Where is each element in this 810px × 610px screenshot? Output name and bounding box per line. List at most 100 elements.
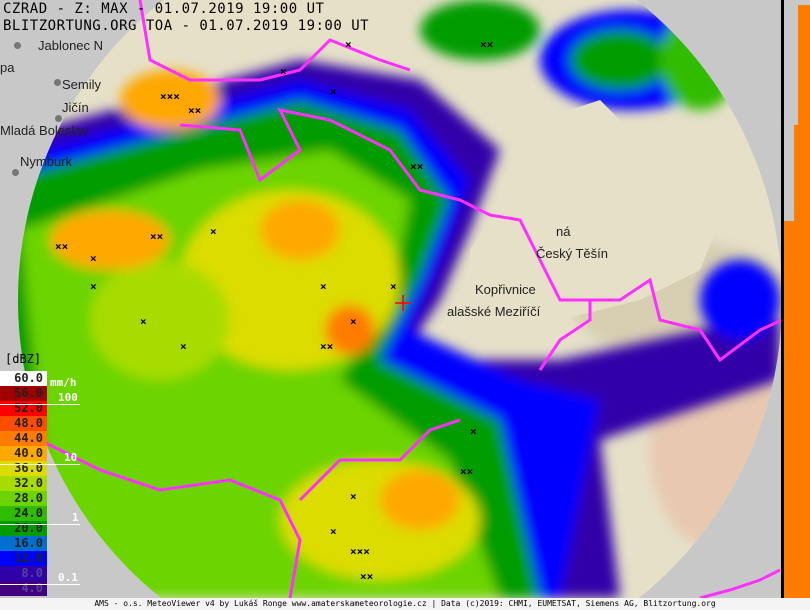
strip-cell <box>784 311 810 317</box>
strip-cell <box>798 89 810 95</box>
strip-cell <box>784 521 810 527</box>
strip-cell <box>784 323 810 329</box>
radar-site-marker <box>395 295 411 311</box>
strip-cell <box>798 77 810 83</box>
strip-cell <box>798 59 810 65</box>
rain-unit: mm/h <box>50 376 77 389</box>
strip-cell <box>784 569 810 575</box>
strip-cell <box>784 371 810 377</box>
legend-row: 28.0 <box>0 491 47 506</box>
legend-row: 24.0 <box>0 506 47 521</box>
svg-text:××: ×× <box>360 570 373 583</box>
legend-row: 40.0 <box>0 446 47 461</box>
svg-text:××: ×× <box>188 104 201 117</box>
svg-text:××: ×× <box>460 465 473 478</box>
strip-cell <box>794 215 810 221</box>
strip-cell <box>784 353 810 359</box>
strip-cell <box>784 503 810 509</box>
strip-cell <box>784 527 810 533</box>
strip-cell <box>784 389 810 395</box>
strip-cell <box>798 29 810 35</box>
legend-value: 40.0 <box>14 446 43 460</box>
strip-cell <box>794 125 810 131</box>
strip-cell <box>784 221 810 227</box>
strip-cell <box>784 539 810 545</box>
strip-cell <box>784 275 810 281</box>
city-label: Semily <box>62 77 102 92</box>
strip-cell <box>784 263 810 269</box>
legend-row: 44.0 <box>0 431 47 446</box>
country-borders <box>39 0 782 598</box>
svg-text:×: × <box>320 280 327 293</box>
strip-cell <box>784 227 810 233</box>
svg-text:×: × <box>350 315 357 328</box>
rain-mark: 10 <box>64 451 78 464</box>
strip-cell <box>798 95 810 101</box>
svg-text:×: × <box>140 315 147 328</box>
strip-cell <box>784 563 810 569</box>
legend-value: 24.0 <box>14 506 43 520</box>
strip-cell <box>794 191 810 197</box>
legend-divider <box>0 404 80 405</box>
city-label: Nymburk <box>20 154 73 169</box>
legend-divider <box>0 464 80 465</box>
strip-cell <box>784 329 810 335</box>
strip-cell <box>784 419 810 425</box>
svg-text:×: × <box>470 425 477 438</box>
strip-cell <box>794 149 810 155</box>
radar-title: CZRAD - Z: MAX - 01.07.2019 19:00 UT <box>3 1 325 17</box>
strip-cell <box>784 497 810 503</box>
strip-cell <box>784 581 810 587</box>
strip-cell <box>784 317 810 323</box>
strip-cell <box>798 71 810 77</box>
strip-cell <box>798 101 810 107</box>
legend-value: 48.0 <box>14 416 43 430</box>
strip-cell <box>784 383 810 389</box>
radar-coverage <box>18 0 782 598</box>
strip-cell <box>784 479 810 485</box>
strip-cell <box>784 335 810 341</box>
strip-cell <box>784 341 810 347</box>
strip-cell <box>784 407 810 413</box>
strip-cell <box>784 305 810 311</box>
svg-text:×: × <box>280 65 287 78</box>
strip-cell <box>784 365 810 371</box>
strip-cell <box>784 455 810 461</box>
svg-text:××: ×× <box>55 240 68 253</box>
radar-map[interactable]: ×××××× ×× ×× ×××××× ×× × ×××× ×××××× ××× ×… <box>0 0 782 598</box>
strip-cell <box>784 461 810 467</box>
city-label: Kopřivnice <box>475 282 536 297</box>
strip-cell <box>798 47 810 53</box>
svg-text:×: × <box>390 280 397 293</box>
strip-cell <box>784 251 810 257</box>
strip-cell <box>784 359 810 365</box>
svg-text:×××: ××× <box>350 545 370 558</box>
legend-row: 60.0 <box>0 371 47 386</box>
svg-text:××: ×× <box>320 340 333 353</box>
strip-cell <box>798 53 810 59</box>
svg-text:×: × <box>90 252 97 265</box>
strip-cell <box>798 5 810 11</box>
strip-cell <box>794 131 810 137</box>
strip-cell <box>794 143 810 149</box>
svg-text:××: ×× <box>480 38 493 51</box>
city-marker <box>14 42 21 49</box>
city-label: Jablonec N <box>38 38 104 53</box>
strip-cell <box>784 239 810 245</box>
strip-cell <box>784 299 810 305</box>
strip-cell <box>784 395 810 401</box>
city-label: Mladá Boleslav <box>0 123 89 138</box>
strip-cell <box>784 287 810 293</box>
strip-cell <box>798 17 810 23</box>
strip-cell <box>784 509 810 515</box>
svg-text:×: × <box>210 225 217 238</box>
svg-text:×: × <box>345 38 352 51</box>
strip-cell <box>784 269 810 275</box>
strip-cell <box>784 347 810 353</box>
city-label: alašské Meziříčí <box>447 304 541 319</box>
strip-cell <box>784 281 810 287</box>
strip-cell <box>784 545 810 551</box>
city-marker <box>55 115 62 122</box>
city-label: pa <box>0 60 15 75</box>
strip-cell <box>794 197 810 203</box>
